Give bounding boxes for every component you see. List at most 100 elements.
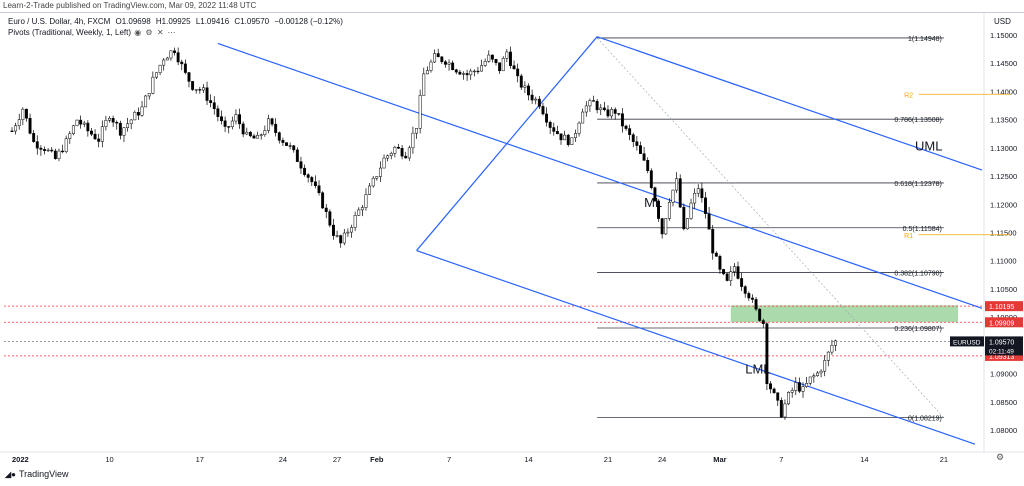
candle-body [364, 194, 368, 208]
candle-body [595, 100, 599, 111]
candle-body [490, 54, 494, 60]
candle-body [451, 62, 455, 70]
lml-label: LML [745, 362, 770, 377]
eye-icon[interactable]: ◉ [134, 28, 142, 37]
candle-body [389, 153, 393, 156]
chart-settings-icon[interactable]: ⚙ [996, 452, 1005, 462]
fib-level-label: 1(1.14948) [908, 36, 942, 43]
candle-body [826, 351, 830, 361]
candle-body [24, 108, 28, 119]
candle-body [693, 192, 697, 204]
symbol-legend: Euro / U.S. Dollar, 4h, FXCM O1.09698 H1… [8, 17, 346, 26]
x-tick-label: 21 [604, 455, 612, 464]
candle-body [151, 76, 155, 94]
candle-body [281, 140, 285, 143]
candle-body [592, 100, 595, 102]
pivot-label: R1 [904, 233, 913, 240]
candle-body [602, 107, 606, 111]
candle-body [675, 178, 679, 191]
candle-body [144, 95, 148, 108]
indicator-legend[interactable]: Pivots (Traditional, Weekly, 1, Left) ◉ … [8, 28, 176, 37]
change-value: −0.00128 (−0.12%) [274, 17, 343, 26]
candle-body [555, 131, 559, 134]
candle-body [187, 72, 191, 82]
candle-body [660, 218, 664, 235]
candle-body [183, 63, 187, 73]
candle-body [530, 94, 534, 101]
candle-body [501, 58, 505, 72]
candle-body [794, 382, 798, 391]
candle-body [689, 202, 693, 219]
candle-body [274, 123, 278, 133]
candle-body [205, 87, 209, 101]
candle-body [223, 120, 227, 127]
candle-body [722, 269, 726, 275]
candle-body [447, 62, 451, 65]
median-line [217, 42, 983, 309]
candle-body [108, 118, 111, 121]
candle-body [400, 148, 404, 157]
x-tick-label: 14 [524, 455, 532, 464]
candle-body [201, 87, 205, 91]
candle-body [245, 131, 249, 135]
y-tick-label: 1.12500 [990, 172, 1017, 181]
candle-body [39, 147, 43, 150]
price-tag-bg [985, 350, 1023, 361]
candle-body [227, 126, 231, 128]
candle-body [581, 111, 585, 124]
symbol-tag-label: EURUSD [953, 339, 981, 346]
candle-body [404, 155, 408, 159]
candle-body [769, 383, 772, 390]
candle-body [129, 119, 133, 125]
y-tick-label: 1.13500 [990, 116, 1017, 125]
candle-body [754, 299, 758, 310]
x-tick-label: Mar [713, 455, 726, 464]
candle-body [797, 382, 801, 392]
candle-body [816, 372, 819, 376]
candle-body [133, 112, 137, 121]
candle-body [50, 149, 54, 152]
candle-body [772, 388, 776, 394]
close-icon[interactable]: ✕ [156, 28, 164, 37]
x-tick-label: 7 [779, 455, 783, 464]
x-tick-label: 24 [279, 455, 287, 464]
brand-label: TradingView [18, 469, 69, 479]
price-tag-label: 1.09313 [989, 354, 1014, 361]
settings-icon[interactable]: ⚙ [145, 28, 153, 37]
candle-body [462, 73, 465, 75]
chart-frame [0, 12, 1024, 486]
candle-body [310, 177, 314, 183]
candle-body [140, 106, 144, 116]
more-icon[interactable]: ⋯ [167, 28, 176, 37]
candle-body [339, 235, 343, 244]
candle-body [801, 386, 805, 392]
candle-body [631, 134, 635, 142]
candle-body [610, 109, 614, 117]
candle-body [104, 119, 108, 127]
candle-body [494, 59, 498, 64]
candle-body [747, 293, 751, 299]
candle-body [552, 127, 556, 132]
candle-body [707, 213, 711, 230]
candle-body [75, 119, 79, 127]
candle-body [176, 52, 180, 63]
low-value: L1.09416 [195, 17, 230, 26]
indicator-label: Pivots (Traditional, Weekly, 1, Left) [8, 28, 132, 37]
candle-body [28, 117, 32, 134]
candle-body [516, 68, 520, 77]
high-value: H1.09925 [155, 17, 191, 26]
candle-body [191, 81, 195, 90]
candle-body [628, 128, 632, 135]
candle-body [303, 167, 307, 175]
y-tick-label: 1.13000 [990, 144, 1017, 153]
candle-body [299, 161, 303, 169]
candle-body [566, 134, 570, 145]
candle-body [823, 360, 827, 372]
price-tag-label: 1.09909 [989, 320, 1014, 327]
last-price-tag-bg [985, 336, 1023, 356]
candle-body [548, 121, 552, 128]
candle-body [545, 113, 549, 123]
candle-body [79, 119, 83, 125]
candle-body [714, 252, 718, 257]
